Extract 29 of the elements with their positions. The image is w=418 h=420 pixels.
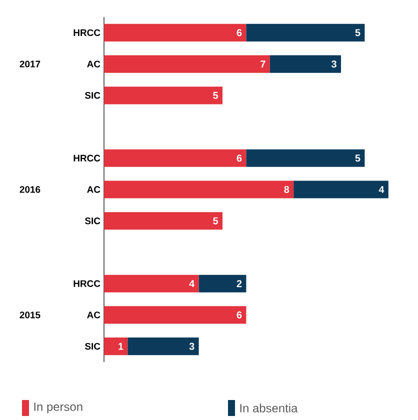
data-label: 4 — [189, 280, 195, 288]
data-label: 2 — [236, 280, 242, 288]
data-label: 5 — [355, 154, 360, 162]
legend-label: In absentia — [240, 404, 298, 412]
data-label: 5 — [355, 29, 360, 36]
data-label: 6 — [236, 154, 242, 162]
y-tick-label: SIC — [84, 342, 100, 350]
data-label: 6 — [236, 311, 242, 318]
y-tick-label: HRCC — [74, 29, 100, 36]
data-label: 1 — [118, 342, 124, 350]
data-label: 4 — [378, 186, 384, 193]
data-label: 3 — [332, 60, 336, 68]
text: 2015 — [20, 312, 40, 318]
data-label: 8 — [284, 186, 290, 194]
y-tick-label: AC — [87, 60, 100, 68]
y-tick-label: AC — [87, 312, 100, 318]
y-tick-label: HRCC — [74, 154, 100, 162]
y-tick-label: AC — [87, 186, 100, 193]
data-label: 3 — [189, 342, 194, 350]
y-tick-label: HRCC — [74, 280, 100, 287]
data-label: 5 — [213, 217, 218, 224]
y-tick-label: SIC — [84, 92, 100, 99]
legend-label: In person — [34, 402, 82, 414]
data-label: 6 — [236, 29, 242, 36]
data-label: 5 — [213, 92, 218, 99]
y-tick-label: SIC — [84, 218, 100, 224]
data-label: 7 — [260, 60, 266, 68]
text: 2017 — [20, 60, 40, 68]
text: 2016 — [20, 186, 40, 193]
